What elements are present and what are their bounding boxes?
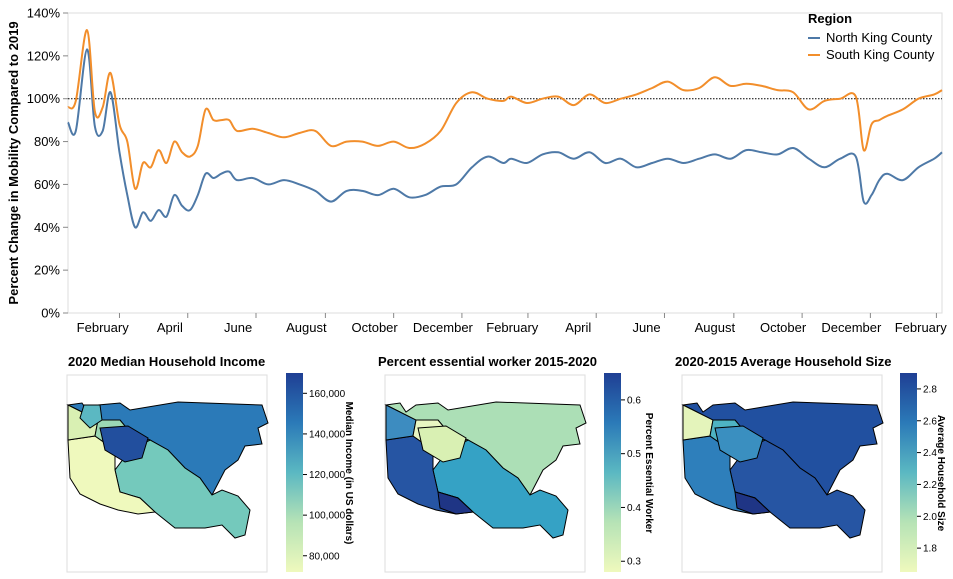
plot-frame (67, 12, 943, 314)
series-lines (67, 29, 943, 229)
colorbar-tick-label: 2.8 (923, 384, 937, 395)
x-tick-label: June (632, 320, 660, 335)
y-tick-label: 80% (34, 134, 60, 149)
x-tick-label: December (821, 320, 882, 335)
colorbar-tick-label: 80,000 (309, 551, 340, 562)
essential-worker-map (384, 401, 587, 539)
x-tick-label: April (157, 320, 183, 335)
y-tick-label: 120% (27, 48, 61, 63)
essential-region-eastside (417, 425, 467, 463)
essential-worker-colorbar (604, 373, 621, 572)
income-map-frame (66, 374, 268, 573)
colorbar-tick-label: 120,000 (309, 470, 346, 481)
essential-worker-colorbar-ticks: 0.3 0.4 0.5 0.6 (621, 395, 641, 568)
household-region-south (734, 491, 772, 515)
colorbar-tick-label: 0.4 (627, 503, 641, 514)
colorbar-tick-label: 2.4 (923, 448, 937, 459)
colorbar-tick-label: 140,000 (309, 429, 346, 440)
x-tick-label: December (413, 320, 474, 335)
x-tick-label: February (895, 320, 948, 335)
y-tick-label: 0% (41, 306, 60, 321)
x-tick-label: June (224, 320, 252, 335)
mobility-line-chart: 0% 20% 40% 60% 80% 100% 120% 140% February April… (6, 6, 947, 336)
y-tick-label: 60% (34, 177, 60, 192)
colorbar-tick-label: 0.6 (627, 395, 641, 406)
x-tick-label: April (565, 320, 591, 335)
y-axis: 0% 20% 40% 60% 80% 100% 120% 140% (27, 6, 68, 321)
essential-worker-map-title: Percent essential worker 2015-2020 (378, 354, 597, 369)
household-size-colorbar-ticks: 1.8 2.0 2.2 2.4 2.6 2.8 (917, 384, 937, 555)
x-tick-label: October (760, 320, 807, 335)
household-region-eastside (714, 425, 764, 463)
household-size-map-panel: 2020-2015 Average Household Size 1.8 2.0 2… (675, 354, 946, 573)
series-line-north-king (67, 48, 943, 229)
household-size-map (681, 401, 884, 539)
colorbar-tick-label: 0.3 (627, 557, 641, 568)
income-region-eastside (99, 425, 149, 463)
colorbar-tick-label: 2.6 (923, 416, 937, 427)
x-axis: February April June August October December Fe… (77, 313, 948, 335)
essential-worker-map-frame (384, 374, 586, 573)
y-tick-label: 140% (27, 6, 61, 21)
colorbar-tick-label: 100,000 (309, 511, 346, 522)
essential-worker-colorbar-title: Percent Essential Worker (643, 413, 654, 534)
colorbar-tick-label: 2.2 (923, 480, 937, 491)
series-line-south-king (67, 29, 943, 190)
colorbar-tick-label: 1.8 (923, 544, 937, 555)
income-region-north (79, 404, 103, 429)
income-map-title: 2020 Median Household Income (68, 354, 265, 369)
colorbar-tick-label: 160,000 (309, 389, 346, 400)
household-size-map-frame (681, 374, 883, 573)
income-map (66, 401, 269, 539)
x-tick-label: August (286, 320, 327, 335)
x-tick-label: February (77, 320, 130, 335)
essential-worker-map-panel: Percent essential worker 2015-2020 0.30.… (378, 354, 654, 573)
y-tick-label: 100% (27, 91, 61, 106)
income-map-panel: 2020 Median Household Income 80,000 100,0… (66, 354, 354, 573)
income-colorbar-ticks: 80,000 100,000 120,000 140,000 160,000 (303, 389, 346, 562)
income-colorbar-title: Median Income (in US dollars) (343, 402, 354, 545)
x-tick-label: August (695, 320, 736, 335)
household-size-colorbar-title: Average Household Size (935, 415, 946, 532)
legend-label-south: South King County (826, 47, 935, 62)
legend-label-north: North King County (826, 30, 933, 45)
legend: Region North King County South King Coun… (808, 11, 935, 62)
household-size-colorbar (900, 373, 917, 572)
essential-region-south (437, 491, 475, 515)
income-colorbar (286, 373, 303, 572)
y-axis-title: Percent Change in Mobility Compared to 2… (6, 21, 21, 304)
legend-title: Region (808, 11, 852, 26)
household-size-map-title: 2020-2015 Average Household Size (675, 354, 892, 369)
y-tick-label: 20% (34, 263, 60, 278)
colorbar-tick-label: 2.0 (923, 512, 937, 523)
colorbar-tick-label: 0.5 (627, 449, 641, 460)
x-tick-label: October (352, 320, 399, 335)
y-tick-label: 40% (34, 220, 60, 235)
x-tick-label: February (486, 320, 539, 335)
